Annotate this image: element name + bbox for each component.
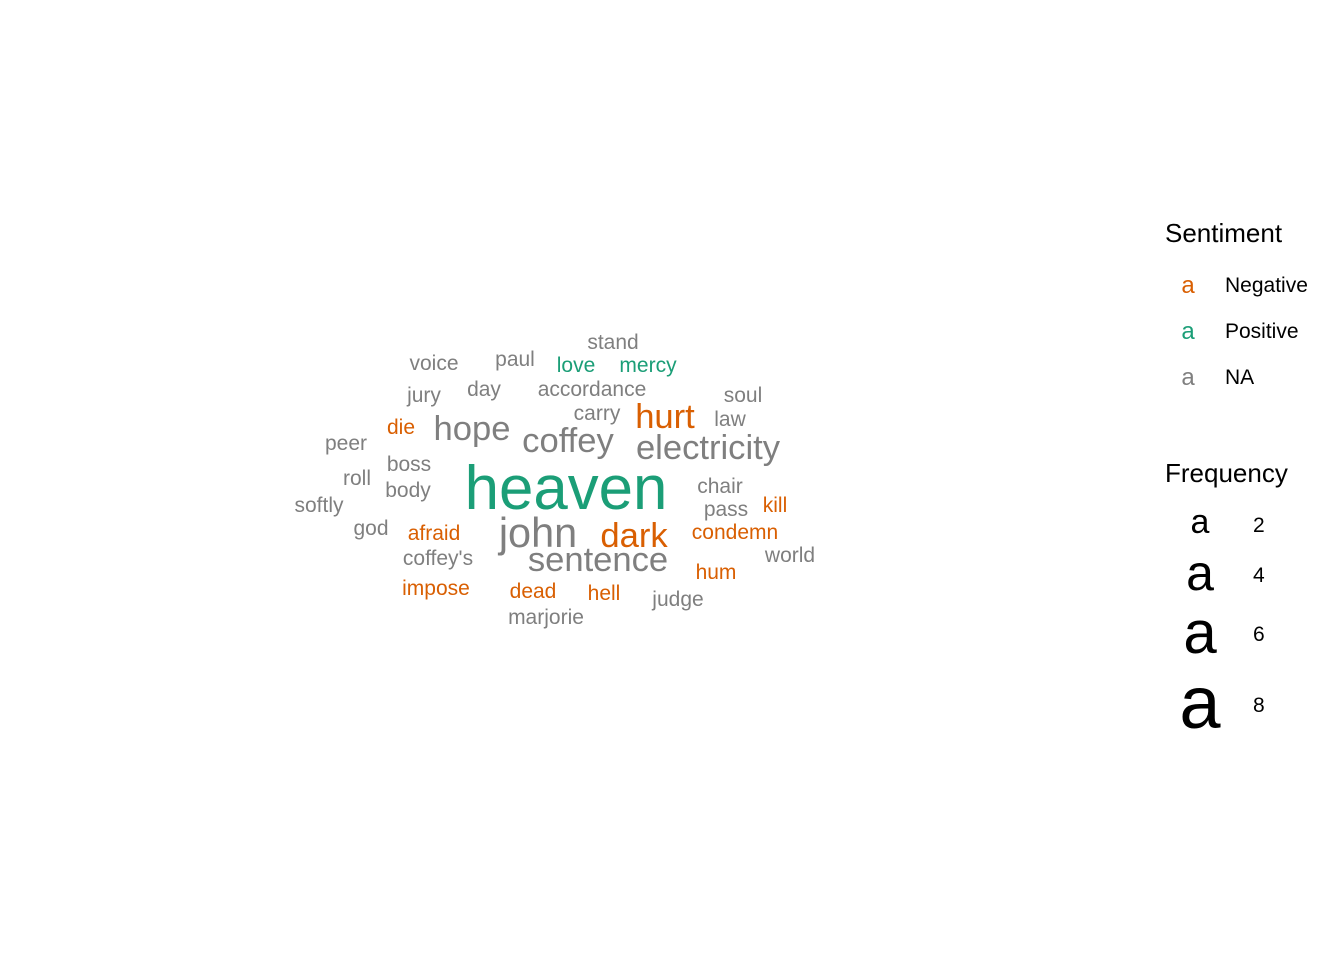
word-kill: kill <box>763 494 788 517</box>
frequency-key-glyph-6: a <box>1183 599 1217 666</box>
word-hope: hope <box>434 410 511 448</box>
word-roll: roll <box>343 467 371 490</box>
word-dead: dead <box>510 580 557 603</box>
word-soul: soul <box>724 384 763 407</box>
word-marjorie: marjorie <box>508 606 584 629</box>
word-coffey: coffey <box>522 422 614 460</box>
word-world: world <box>764 544 815 567</box>
word-carry: carry <box>574 402 621 425</box>
word-judge: judge <box>651 588 703 611</box>
legend-label-positive: Positive <box>1225 320 1299 343</box>
word-chair: chair <box>697 475 743 498</box>
word-john: john <box>497 510 577 556</box>
word-electricity: electricity <box>636 429 781 467</box>
word-afraid: afraid <box>408 522 461 545</box>
word-condemn: condemn <box>692 521 778 544</box>
word-dark: dark <box>600 517 668 555</box>
frequency-label-4: 4 <box>1253 564 1265 587</box>
frequency-key-glyph-4: a <box>1186 545 1214 601</box>
frequency-key-glyph-2: a <box>1190 503 1210 541</box>
word-pass: pass <box>704 498 748 521</box>
word-impose: impose <box>402 577 470 600</box>
frequency-label-6: 6 <box>1253 623 1265 646</box>
word-accordance: accordance <box>538 378 647 401</box>
frequency-key-glyph-8: a <box>1179 661 1221 744</box>
word-peer: peer <box>325 432 367 455</box>
word-jury: jury <box>406 384 441 407</box>
word-paul: paul <box>495 348 535 371</box>
legend-item-na: a NA <box>1165 358 1340 398</box>
word-hum: hum <box>696 561 737 584</box>
negative-key-glyph: a <box>1181 272 1195 299</box>
word-heaven: heaven <box>465 454 668 523</box>
sentiment-legend-title: Sentiment <box>1165 218 1283 248</box>
legend-label-negative: Negative <box>1225 274 1308 297</box>
positive-key-glyph: a <box>1181 318 1195 345</box>
word-die: die <box>387 416 415 439</box>
legend-label-na: NA <box>1225 366 1255 389</box>
word-love: love <box>557 354 596 377</box>
word-god: god <box>353 517 388 540</box>
word-day: day <box>467 378 501 401</box>
word-hurt: hurt <box>635 398 695 436</box>
legend-item-positive: a Positive <box>1165 312 1340 352</box>
word-law: law <box>714 408 746 431</box>
word-sentence: sentence <box>528 541 668 579</box>
word-boss: boss <box>387 453 431 476</box>
word-coffey-s: coffey's <box>403 547 473 570</box>
frequency-label-2: 2 <box>1253 514 1265 537</box>
frequency-legend-title: Frequency <box>1165 458 1288 488</box>
na-key-glyph: a <box>1181 364 1195 391</box>
word-stand: stand <box>587 331 638 354</box>
word-voice: voice <box>409 352 458 375</box>
frequency-label-8: 8 <box>1253 694 1265 717</box>
word-body: body <box>385 479 431 502</box>
word-mercy: mercy <box>619 354 677 377</box>
word-hell: hell <box>588 582 621 605</box>
legend-item-negative: a Negative <box>1165 266 1340 306</box>
word-softly: softly <box>294 494 344 517</box>
